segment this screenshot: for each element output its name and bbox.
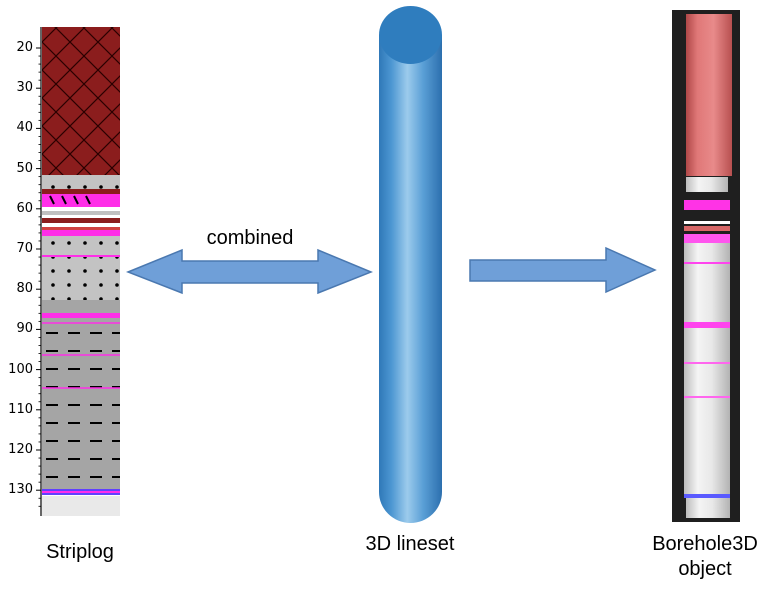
depth-tick-label: 70	[16, 241, 33, 256]
depth-tick-label: 100	[8, 361, 33, 377]
borehole-magenta-segment	[684, 234, 730, 243]
borehole-clay-segment	[686, 14, 732, 176]
borehole-white-line	[684, 221, 730, 224]
borehole3d-render	[672, 10, 740, 522]
borehole-red-line	[684, 226, 730, 231]
borehole-caption-line1: Borehole3D	[652, 533, 758, 555]
thin-clay-layer	[42, 189, 120, 194]
magenta-layer-hatch	[49, 195, 91, 205]
borehole-caption-line2: object	[678, 558, 732, 580]
thin-red-layer	[42, 227, 120, 230]
depth-tick-label: 50	[16, 160, 33, 176]
shale-layer	[42, 300, 120, 492]
sand-layer	[42, 236, 120, 300]
borehole-magenta-line	[684, 396, 730, 398]
depth-axis-ticks	[36, 47, 41, 507]
cylinder-body	[379, 35, 442, 492]
borehole-magenta-line	[684, 262, 730, 264]
bottom-layer	[42, 496, 120, 516]
borehole-magenta-line	[684, 362, 730, 364]
double-arrow-icon	[125, 248, 373, 295]
depth-tick-label: 90	[16, 321, 33, 337]
combined-label: combined	[206, 227, 294, 249]
borehole-sand-segment	[686, 177, 728, 192]
magenta-layer	[42, 194, 120, 207]
depth-tick-label: 30	[16, 80, 33, 96]
borehole-gray-segment	[684, 243, 730, 495]
right-arrow-icon	[469, 246, 657, 294]
gap-layer	[42, 207, 120, 211]
magenta-line	[42, 491, 120, 493]
depth-tick-label: 60	[16, 200, 33, 216]
clay-layer	[42, 27, 120, 175]
borehole-bottom-segment	[686, 498, 730, 518]
depth-tick-label: 110	[8, 401, 33, 417]
striplog-caption: Striplog	[46, 541, 114, 563]
borehole-magenta-line	[684, 322, 730, 328]
cylinder-bottom	[379, 461, 442, 523]
depth-tick-label: 80	[16, 281, 33, 297]
depth-tick-label: 40	[16, 120, 33, 136]
striplog	[36, 27, 120, 516]
gap-layer	[42, 223, 120, 227]
gray-layer	[42, 211, 120, 215]
cylinder-top	[379, 6, 442, 64]
magenta-layer	[42, 230, 120, 236]
thin-clay-layer	[42, 218, 120, 223]
borehole-blue-line	[684, 494, 730, 498]
borehole-magenta-segment	[684, 200, 730, 210]
lineset-caption: 3D lineset	[365, 533, 455, 555]
magenta-layer	[42, 313, 120, 318]
depth-tick-label: 130	[8, 482, 33, 498]
sand-layer	[42, 175, 120, 189]
lineset-cylinder	[379, 6, 442, 523]
gap-layer	[42, 215, 120, 218]
depth-tick-label: 120	[8, 442, 33, 457]
depth-tick-label: 20	[16, 40, 33, 55]
